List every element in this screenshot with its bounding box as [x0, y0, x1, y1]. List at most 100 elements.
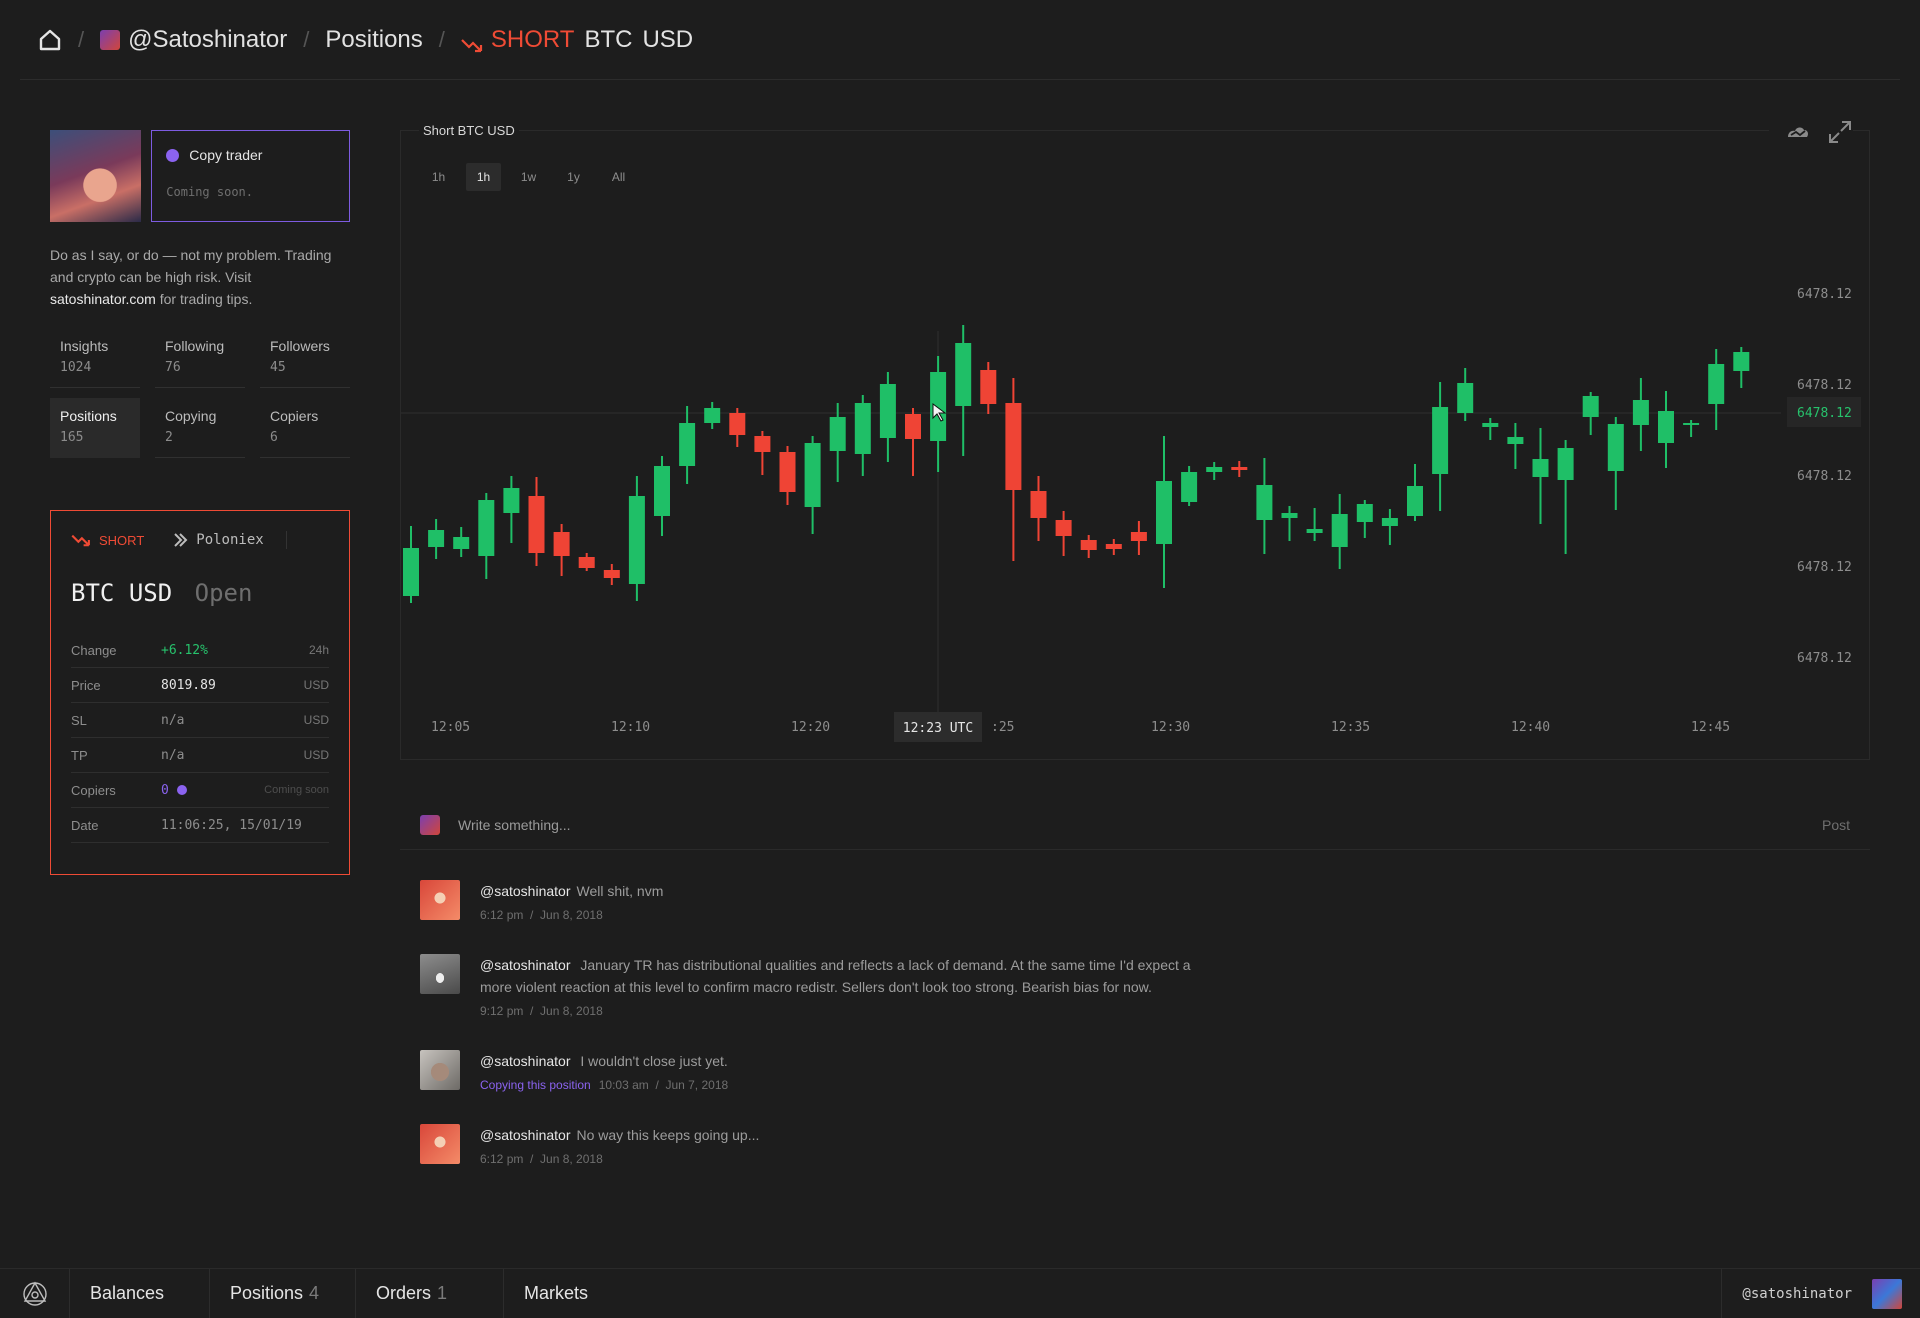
timeframe-1w[interactable]: 1w [520, 170, 537, 184]
candle-body [1256, 485, 1273, 520]
breadcrumb-positions[interactable]: Positions [325, 25, 423, 53]
candle-body [1708, 364, 1725, 404]
candle-body [453, 537, 470, 549]
timeframe-1h[interactable]: 1h [431, 170, 446, 184]
crosshair-time-label: 12:23 UTC [903, 721, 973, 736]
candle-body [1532, 459, 1549, 477]
stat-followers[interactable]: Followers 45 [260, 328, 350, 388]
x-tick-label: 12:45 [1691, 720, 1730, 735]
home-icon[interactable] [38, 28, 62, 52]
profile-panel: Copy trader Coming soon. Do as I say, or… [50, 130, 350, 458]
row-label: SL [71, 712, 87, 728]
app-logo-icon[interactable] [0, 1268, 70, 1318]
candle-body [1231, 467, 1248, 470]
row-price: Price 8019.89 USD [71, 668, 329, 703]
stat-following[interactable]: Following 76 [155, 328, 245, 388]
row-label: Price [71, 677, 101, 693]
row-tp: TP n/a USD [71, 738, 329, 773]
post-date: Jun 8, 2018 [540, 1004, 603, 1018]
post-text: Well shit, nvm [576, 883, 664, 899]
candle-body [754, 436, 771, 452]
position-pair: BTC USD Open [71, 579, 329, 607]
post-avatar[interactable] [420, 1050, 460, 1090]
candle-body [1105, 544, 1122, 549]
breadcrumb-user[interactable]: @Satoshinator [128, 25, 288, 53]
post-username[interactable]: @satoshinator [480, 883, 571, 899]
row-label: Date [71, 817, 99, 833]
stat-label: Positions [60, 408, 117, 424]
y-tick-label: 6478.12 [1797, 378, 1852, 393]
post-username[interactable]: @satoshinator [480, 957, 571, 973]
bio-text-end: for trading tips. [155, 291, 253, 307]
timeframe-selector: 1h 1h 1w 1y All [421, 163, 646, 191]
nav-markets[interactable]: Markets [504, 1269, 608, 1318]
candle-body [1632, 400, 1649, 425]
copying-position-link[interactable]: Copying this position [480, 1078, 591, 1092]
timeframe-1y[interactable]: 1y [567, 170, 580, 184]
stat-value: 2 [165, 430, 173, 445]
post-time: 10:03 am [598, 1078, 649, 1092]
account-menu[interactable]: @satoshinator [1721, 1269, 1920, 1318]
post-username[interactable]: @satoshinator [480, 1127, 571, 1143]
nav-count: 1 [437, 1283, 448, 1303]
stat-label: Copiers [270, 408, 319, 424]
candle-body [829, 417, 846, 451]
expand-icon[interactable] [1827, 119, 1853, 145]
row-date: Date 11:06:25, 15/01/19 [71, 808, 329, 843]
candle-body [403, 548, 419, 596]
bio-link[interactable]: satoshinator.com [50, 291, 156, 307]
copy-trader-button[interactable]: Copy trader Coming soon. [151, 130, 350, 222]
row-unit: Coming soon [264, 784, 329, 796]
row-label: Change [71, 642, 117, 658]
row-value: n/a [161, 712, 185, 728]
bottom-nav: Balances Positions 4 Orders 1 Markets @sat… [0, 1268, 1920, 1318]
nav-orders[interactable]: Orders 1 [356, 1268, 504, 1318]
nav-balances[interactable]: Balances [70, 1268, 210, 1318]
position-card: SHORT Poloniex BTC USD Open Change +6.12… [50, 510, 350, 875]
candle-body [1407, 486, 1423, 516]
x-tick-label: :25 [991, 720, 1014, 735]
breadcrumb: / @Satoshinator / Positions / SHORT BTC … [20, 0, 1900, 80]
post-input[interactable] [458, 816, 1658, 833]
row-change: Change +6.12% 24h [71, 633, 329, 668]
post-username[interactable]: @satoshinator [480, 1053, 571, 1069]
candlestick-chart[interactable]: 6478.12 6478.12 6478.12 6478.12 6478.12 6478.… [401, 131, 1871, 761]
post-date: Jun 7, 2018 [665, 1078, 729, 1092]
candle-body [729, 413, 746, 435]
timeframe-all[interactable]: All [611, 170, 626, 184]
post-time: 9:12 pm [480, 1004, 524, 1018]
candle-body [654, 466, 670, 516]
stat-positions[interactable]: Positions 165 [50, 398, 140, 458]
stat-copiers[interactable]: Copiers 6 [260, 398, 350, 458]
candle-body [704, 408, 721, 423]
stat-copying[interactable]: Copying 2 [155, 398, 245, 458]
y-tick-label: 6478.12 [1797, 287, 1852, 302]
short-trend-icon [461, 32, 483, 52]
breadcrumb-separator: / [78, 26, 85, 52]
nav-label: Balances [90, 1283, 165, 1303]
post-avatar[interactable] [420, 954, 460, 994]
position-quote: USD [128, 579, 173, 607]
candle-body [503, 488, 520, 513]
stat-insights[interactable]: Insights 1024 [50, 328, 140, 388]
candle-body [578, 557, 595, 568]
account-avatar [1872, 1279, 1902, 1309]
candle-body [553, 532, 570, 556]
candle-body [955, 343, 972, 406]
account-username: @satoshinator [1742, 1286, 1852, 1302]
y-tick-label: 6478.12 [1797, 560, 1852, 575]
cloud-icon[interactable] [1785, 119, 1811, 145]
bio-text: Do as I say, or do — not my problem. Tra… [50, 247, 332, 285]
candle-body [804, 443, 821, 507]
nav-positions[interactable]: Positions 4 [210, 1268, 356, 1318]
chart-toolbar [1769, 119, 1853, 145]
breadcrumb-separator: / [303, 26, 310, 52]
candle-body [1457, 383, 1474, 413]
post-button[interactable]: Post [1821, 816, 1850, 833]
short-trend-icon [71, 534, 90, 547]
post-avatar[interactable] [420, 1124, 460, 1164]
exchange-tag: Poloniex [174, 532, 264, 548]
post-avatar[interactable] [420, 880, 460, 920]
row-copiers: Copiers 0 Coming soon [71, 773, 329, 808]
timeframe-1h-active[interactable]: 1h [466, 163, 501, 191]
